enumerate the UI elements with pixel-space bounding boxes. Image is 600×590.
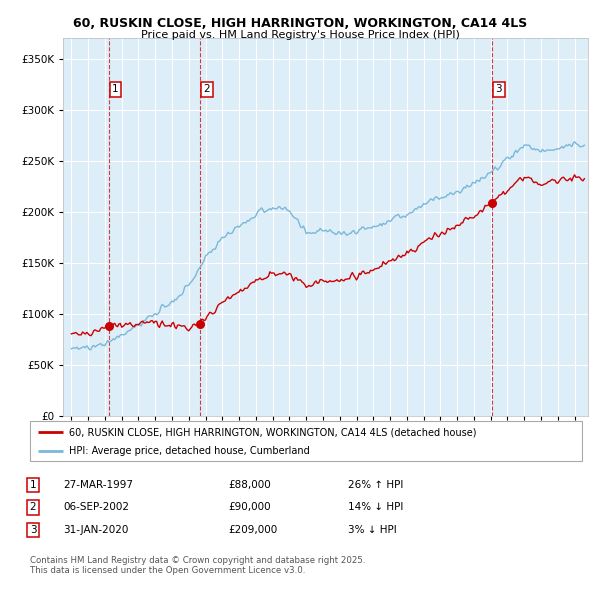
Text: £209,000: £209,000	[228, 525, 277, 535]
Text: 2: 2	[29, 503, 37, 512]
Text: 3: 3	[29, 525, 37, 535]
Text: 26% ↑ HPI: 26% ↑ HPI	[348, 480, 403, 490]
Text: 60, RUSKIN CLOSE, HIGH HARRINGTON, WORKINGTON, CA14 4LS (detached house): 60, RUSKIN CLOSE, HIGH HARRINGTON, WORKI…	[68, 427, 476, 437]
Text: £90,000: £90,000	[228, 503, 271, 512]
Text: Price paid vs. HM Land Registry's House Price Index (HPI): Price paid vs. HM Land Registry's House …	[140, 30, 460, 40]
Text: 14% ↓ HPI: 14% ↓ HPI	[348, 503, 403, 512]
Text: 3: 3	[496, 84, 502, 94]
Text: This data is licensed under the Open Government Licence v3.0.: This data is licensed under the Open Gov…	[30, 566, 305, 575]
Text: HPI: Average price, detached house, Cumberland: HPI: Average price, detached house, Cumb…	[68, 445, 310, 455]
Text: Contains HM Land Registry data © Crown copyright and database right 2025.: Contains HM Land Registry data © Crown c…	[30, 556, 365, 565]
Text: 1: 1	[112, 84, 119, 94]
Text: 3% ↓ HPI: 3% ↓ HPI	[348, 525, 397, 535]
FancyBboxPatch shape	[30, 421, 582, 461]
Text: £88,000: £88,000	[228, 480, 271, 490]
Text: 1: 1	[29, 480, 37, 490]
Text: 2: 2	[203, 84, 210, 94]
Text: 60, RUSKIN CLOSE, HIGH HARRINGTON, WORKINGTON, CA14 4LS: 60, RUSKIN CLOSE, HIGH HARRINGTON, WORKI…	[73, 17, 527, 30]
Text: 31-JAN-2020: 31-JAN-2020	[63, 525, 128, 535]
Text: 06-SEP-2002: 06-SEP-2002	[63, 503, 129, 512]
Text: 27-MAR-1997: 27-MAR-1997	[63, 480, 133, 490]
